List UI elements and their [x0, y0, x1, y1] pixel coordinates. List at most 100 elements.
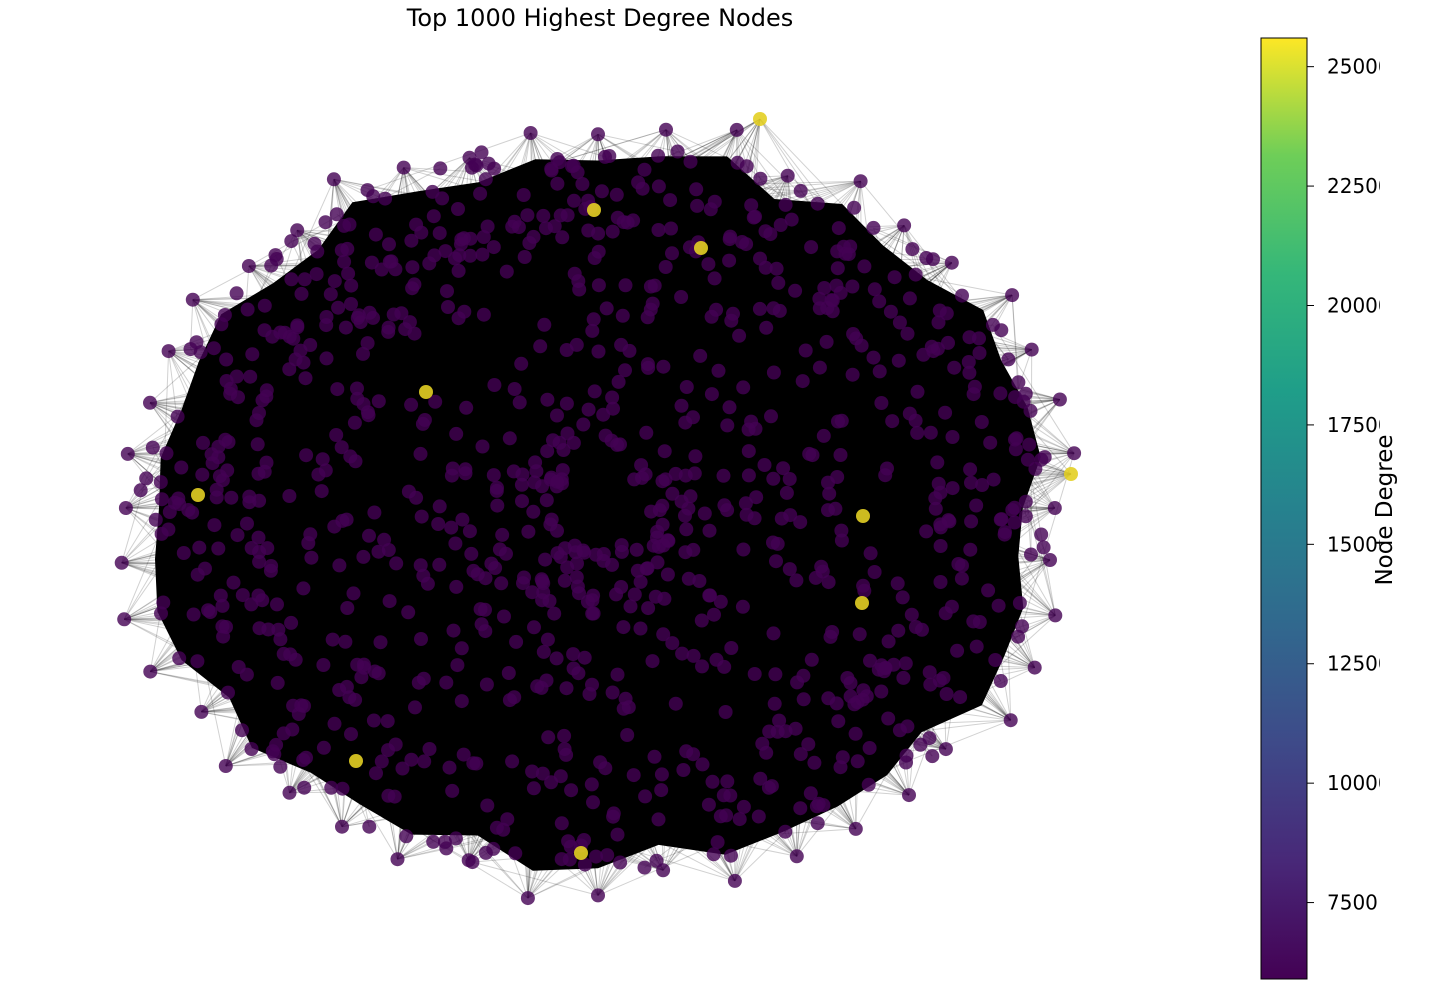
- graph-node: [540, 444, 554, 458]
- graph-node: [243, 370, 257, 384]
- graph-node: [455, 513, 469, 527]
- graph-node: [560, 681, 574, 695]
- graph-node: [592, 278, 606, 292]
- graph-node: [475, 145, 489, 159]
- graph-node: [678, 416, 692, 430]
- graph-node: [304, 551, 318, 565]
- graph-node: [706, 775, 720, 789]
- graph-node: [383, 255, 397, 269]
- graph-node: [231, 528, 245, 542]
- graph-node: [1022, 438, 1036, 452]
- graph-node: [719, 808, 733, 822]
- graph-node: [1019, 509, 1033, 523]
- graph-node: [821, 476, 835, 490]
- graph-node: [585, 607, 599, 621]
- graph-node: [903, 291, 917, 305]
- graph-node: [362, 529, 376, 543]
- graph-node: [448, 537, 462, 551]
- graph-node: [449, 580, 463, 594]
- graph-node: [326, 633, 340, 647]
- colorbar-tick-label: 22500: [1327, 174, 1380, 198]
- graph-node: [690, 199, 704, 213]
- graph-node: [143, 665, 157, 679]
- graph-node: [707, 608, 721, 622]
- graph-node: [327, 172, 341, 186]
- graph-node: [541, 730, 555, 744]
- graph-node: [539, 221, 553, 235]
- graph-node: [230, 286, 244, 300]
- graph-node: [271, 676, 285, 690]
- graph-node: [224, 491, 238, 505]
- graph-node: [560, 343, 574, 357]
- graph-node: [521, 525, 535, 539]
- graph-node: [664, 222, 678, 236]
- graph-node: [186, 293, 200, 307]
- graph-node: [983, 436, 997, 450]
- graph-node: [657, 592, 671, 606]
- graph-node: [1037, 540, 1051, 554]
- graph-node: [933, 304, 947, 318]
- graph-node: [547, 607, 561, 621]
- graph-node: [194, 705, 208, 719]
- graph-node: [659, 123, 673, 137]
- graph-node: [310, 245, 324, 259]
- graph-node: [813, 361, 827, 375]
- graph-node: [992, 599, 1006, 613]
- graph-node: [873, 364, 887, 378]
- graph-node: [557, 729, 571, 743]
- graph-node: [480, 799, 494, 813]
- graph-node: [558, 742, 572, 756]
- graph-node: [929, 502, 943, 516]
- graph-node: [610, 438, 624, 452]
- graph-node: [295, 287, 309, 301]
- graph-node: [536, 209, 550, 223]
- graph-node: [905, 608, 919, 622]
- graph-node: [1043, 553, 1057, 567]
- graph-node: [652, 223, 666, 237]
- colorbar-ticks: 750010000125001500017500200002250025000: [1307, 55, 1380, 915]
- graph-node: [652, 812, 666, 826]
- graph-node: [955, 289, 969, 303]
- graph-node: [619, 278, 633, 292]
- graph-node: [885, 414, 899, 428]
- graph-node: [919, 524, 933, 538]
- graph-node: [251, 437, 265, 451]
- graph-node: [445, 469, 459, 483]
- graph-node: [874, 685, 888, 699]
- graph-node: [874, 396, 888, 410]
- graph-node: [723, 789, 737, 803]
- graph-node: [500, 812, 514, 826]
- graph-node: [797, 692, 811, 706]
- graph-node: [161, 523, 175, 537]
- graph-node: [1008, 433, 1022, 447]
- graph-node: [553, 155, 567, 169]
- graph-node: [600, 848, 614, 862]
- graph-node: [401, 605, 415, 619]
- graph-node: [740, 159, 754, 173]
- graph-node: [316, 658, 330, 672]
- graph-node: [648, 750, 662, 764]
- graph-node: [615, 545, 629, 559]
- graph-node: [585, 777, 599, 791]
- graph-node: [356, 347, 370, 361]
- graph-node: [641, 357, 655, 371]
- graph-node: [527, 230, 541, 244]
- graph-node: [708, 195, 722, 209]
- graph-node: [487, 240, 501, 254]
- graph-node: [693, 349, 707, 363]
- high-degree-node: [694, 241, 708, 255]
- graph-node: [867, 221, 881, 235]
- graph-node: [651, 149, 665, 163]
- graph-node: [775, 512, 789, 526]
- graph-node: [631, 175, 645, 189]
- graph-node: [817, 429, 831, 443]
- graph-node: [749, 490, 763, 504]
- graph-node: [624, 599, 638, 613]
- graph-node: [659, 472, 673, 486]
- graph-node: [607, 806, 621, 820]
- graph-node: [639, 426, 653, 440]
- graph-node: [896, 590, 910, 604]
- graph-node: [218, 308, 232, 322]
- graph-node: [913, 738, 927, 752]
- graph-node: [537, 645, 551, 659]
